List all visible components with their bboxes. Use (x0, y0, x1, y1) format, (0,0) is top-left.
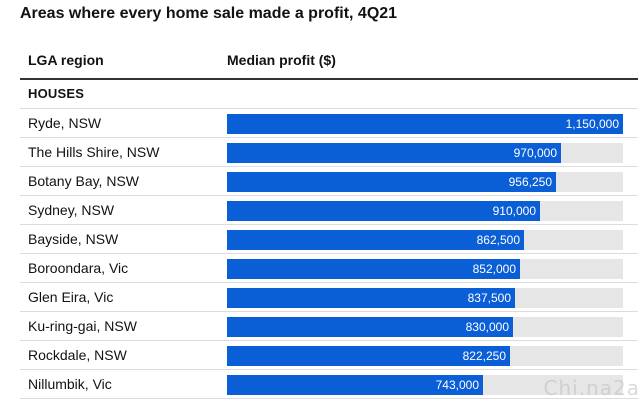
table-row: Bayside, NSW 862,500 (20, 225, 638, 254)
bar-track: 837,500 (227, 288, 623, 308)
bar: 852,000 (227, 259, 520, 279)
region-label: Bayside, NSW (28, 231, 119, 247)
region-label: Sydney, NSW (28, 202, 115, 218)
table-row: Nillumbik, Vic 743,000 (20, 370, 638, 399)
region-column-header: LGA region (28, 52, 104, 68)
chart-title: Areas where every home sale made a profi… (20, 5, 398, 22)
profit-column-header: Median profit ($) (227, 52, 336, 68)
section-label: HOUSES (28, 86, 85, 101)
table-row: Boroondara, Vic 852,000 (20, 254, 638, 283)
bar: 862,500 (227, 230, 524, 250)
bar-value-label: 837,500 (467, 291, 511, 305)
region-label: Nillumbik, Vic (28, 376, 112, 392)
bar-rows: Ryde, NSW 1,150,000 The Hills Shire, NSW 97… (20, 109, 638, 399)
bar-value-label: 822,250 (462, 349, 506, 363)
bar-value-label: 830,000 (465, 320, 509, 334)
bar-value-label: 910,000 (492, 204, 536, 218)
bar-value-label: 862,500 (476, 233, 520, 247)
bar-track: 743,000 (227, 375, 623, 395)
bar-value-label: 852,000 (472, 262, 516, 276)
watermark: Chi.na2a (543, 376, 640, 400)
region-label: Glen Eira, Vic (28, 289, 114, 305)
table-row: Rockdale, NSW 822,250 (20, 341, 638, 370)
bar-value-label: 1,150,000 (565, 117, 619, 131)
bar-track: 822,250 (227, 346, 623, 366)
bar: 910,000 (227, 201, 540, 221)
table-row: Ryde, NSW 1,150,000 (20, 109, 638, 138)
bar-value-label: 970,000 (513, 146, 557, 160)
bar: 970,000 (227, 143, 561, 163)
region-label: Rockdale, NSW (28, 347, 127, 363)
table-row: Ku-ring-gai, NSW 830,000 (20, 312, 638, 341)
bar: 837,500 (227, 288, 515, 308)
bar-track: 830,000 (227, 317, 623, 337)
bar: 1,150,000 (227, 114, 623, 134)
bar-value-label: 956,250 (508, 175, 552, 189)
table-row: The Hills Shire, NSW 970,000 (20, 138, 638, 167)
bar-track: 852,000 (227, 259, 623, 279)
table-row: Glen Eira, Vic 837,500 (20, 283, 638, 312)
bar-track: 862,500 (227, 230, 623, 250)
bar-track: 1,150,000 (227, 114, 623, 134)
region-label: Botany Bay, NSW (28, 173, 140, 189)
bar: 822,250 (227, 346, 510, 366)
bar: 743,000 (227, 375, 483, 395)
section-row-houses: HOUSES (20, 80, 638, 109)
table-header: LGA region Median profit ($) (20, 44, 638, 80)
region-label: Boroondara, Vic (28, 260, 129, 276)
bar-track: 970,000 (227, 143, 623, 163)
table-row: Botany Bay, NSW 956,250 (20, 167, 638, 196)
table-row: Sydney, NSW 910,000 (20, 196, 638, 225)
region-label: Ku-ring-gai, NSW (28, 318, 137, 334)
region-label: Ryde, NSW (28, 115, 102, 131)
bar-track: 956,250 (227, 172, 623, 192)
bar-value-label: 743,000 (435, 378, 479, 392)
bar: 830,000 (227, 317, 513, 337)
bar: 956,250 (227, 172, 556, 192)
region-label: The Hills Shire, NSW (28, 144, 160, 160)
bar-track: 910,000 (227, 201, 623, 221)
